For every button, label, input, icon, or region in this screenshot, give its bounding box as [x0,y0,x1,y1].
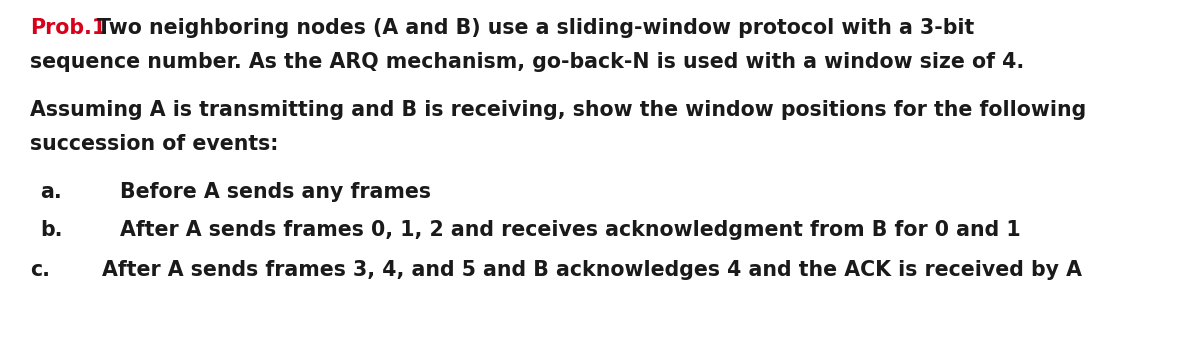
Text: Two neighboring nodes (A and B) use a sliding-window protocol with a 3-bit: Two neighboring nodes (A and B) use a sl… [97,18,974,38]
Text: sequence number. As the ARQ mechanism, go-back-N is used with a window size of 4: sequence number. As the ARQ mechanism, g… [30,52,1025,72]
Text: Assuming A is transmitting and B is receiving, show the window positions for the: Assuming A is transmitting and B is rece… [30,100,1086,120]
Text: After A sends frames 3, 4, and 5 and B acknowledges 4 and the ACK is received by: After A sends frames 3, 4, and 5 and B a… [102,260,1082,280]
Text: Prob.1: Prob.1 [30,18,106,38]
Text: succession of events:: succession of events: [30,134,278,154]
Text: After A sends frames 0, 1, 2 and receives acknowledgment from B for 0 and 1: After A sends frames 0, 1, 2 and receive… [120,220,1021,240]
Text: b.: b. [40,220,62,240]
Text: c.: c. [30,260,50,280]
Text: a.: a. [40,182,61,202]
Text: Before A sends any frames: Before A sends any frames [120,182,431,202]
